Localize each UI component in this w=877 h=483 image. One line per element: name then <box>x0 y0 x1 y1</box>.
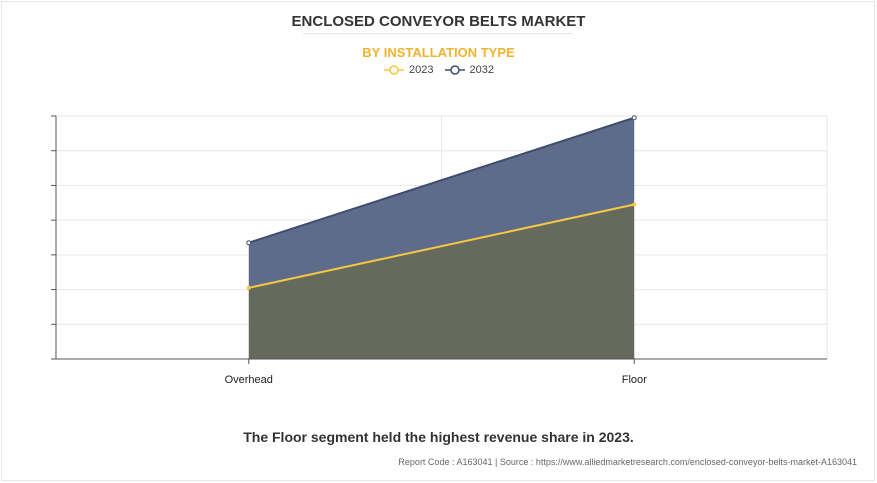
x-tick-labels: Overhead Floor <box>225 374 648 386</box>
line-layer <box>246 115 637 290</box>
title-divider <box>303 33 573 34</box>
legend-marker-2023 <box>384 65 405 75</box>
line-2032 <box>248 116 635 244</box>
legend: 2023 2032 <box>0 64 877 76</box>
x-tick-label: Overhead <box>225 374 273 386</box>
line-2023 <box>248 203 635 289</box>
area-2023 <box>248 204 635 359</box>
chart-title: ENCLOSED CONVEYOR BELTS MARKET <box>291 13 586 30</box>
area-layer <box>248 117 635 359</box>
point-2032 <box>631 115 637 121</box>
legend-item-2032[interactable]: 2032 <box>444 64 494 76</box>
x-tick-label: Floor <box>622 374 647 386</box>
legend-label-2023: 2023 <box>409 64 434 76</box>
chart-subtitle: BY INSTALLATION TYPE <box>362 45 515 60</box>
source-note: Report Code : A163041 | Source : https:/… <box>398 457 857 467</box>
legend-label-2032: 2032 <box>469 64 494 76</box>
point-2023 <box>632 202 637 207</box>
area-2032 <box>248 117 635 288</box>
legend-marker-2032 <box>444 65 465 75</box>
legend-item-2023[interactable]: 2023 <box>383 64 434 76</box>
summary-text: The Floor segment held the highest reven… <box>243 429 634 445</box>
axes <box>51 115 827 364</box>
point-2023 <box>246 285 251 290</box>
point-2032 <box>246 240 252 246</box>
